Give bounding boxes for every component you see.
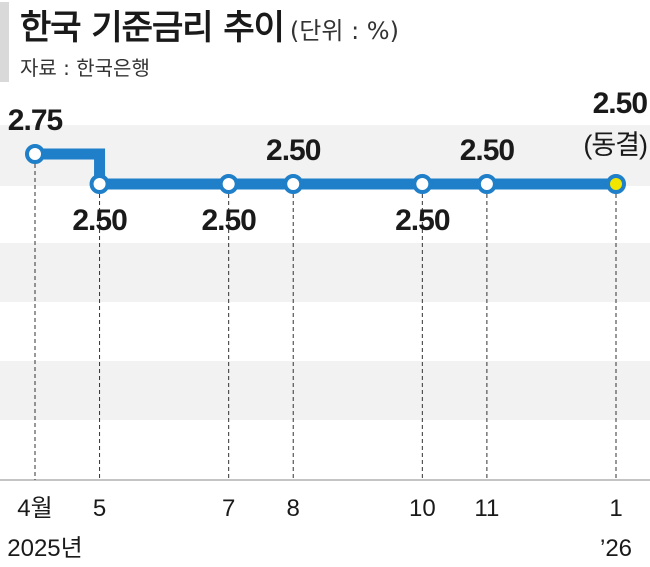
data-point — [283, 174, 304, 194]
data-label: 2.50 — [266, 134, 321, 167]
grid-band — [0, 125, 650, 186]
grid-band — [0, 361, 650, 420]
data-label: 2.50 — [593, 87, 648, 120]
x-tick-label: 1 — [609, 495, 622, 522]
data-point — [476, 174, 497, 194]
x-tick-label: 8 — [287, 495, 300, 522]
title-text: 한국 기준금리 추이 — [20, 8, 285, 48]
chart-title: 한국 기준금리 추이 (단위 : %) — [20, 0, 399, 49]
chart-header: 한국 기준금리 추이 (단위 : %) 자료 : 한국은행 — [0, 0, 650, 90]
x-tick-sublabel: 2025년 — [7, 535, 82, 562]
x-tick-label: 5 — [93, 495, 106, 522]
data-label: 2.75 — [8, 104, 63, 137]
x-tick-sublabel: ’26 — [600, 535, 632, 562]
source-label: 자료 : 한국은행 — [20, 56, 150, 80]
data-point — [412, 174, 433, 194]
x-tick-label: 11 — [474, 495, 499, 522]
data-label: 2.50 — [72, 204, 127, 237]
data-label: 2.50 — [395, 204, 450, 237]
data-point — [218, 174, 239, 194]
unit-label: (단위 : %) — [289, 17, 399, 45]
data-label: 2.50 — [460, 134, 515, 167]
rate-series-line — [35, 148, 616, 190]
data-point-highlight — [606, 174, 626, 194]
x-tick-label: 4월 — [17, 495, 52, 522]
freeze-annotation: (동결) — [583, 130, 647, 160]
data-point — [89, 174, 110, 194]
data-label: 2.50 — [201, 204, 256, 237]
title-accent-bar — [0, 2, 9, 82]
data-point — [25, 144, 45, 164]
grid-band — [0, 243, 650, 302]
x-tick-label: 10 — [409, 495, 436, 522]
x-tick-label: 7 — [222, 495, 235, 522]
